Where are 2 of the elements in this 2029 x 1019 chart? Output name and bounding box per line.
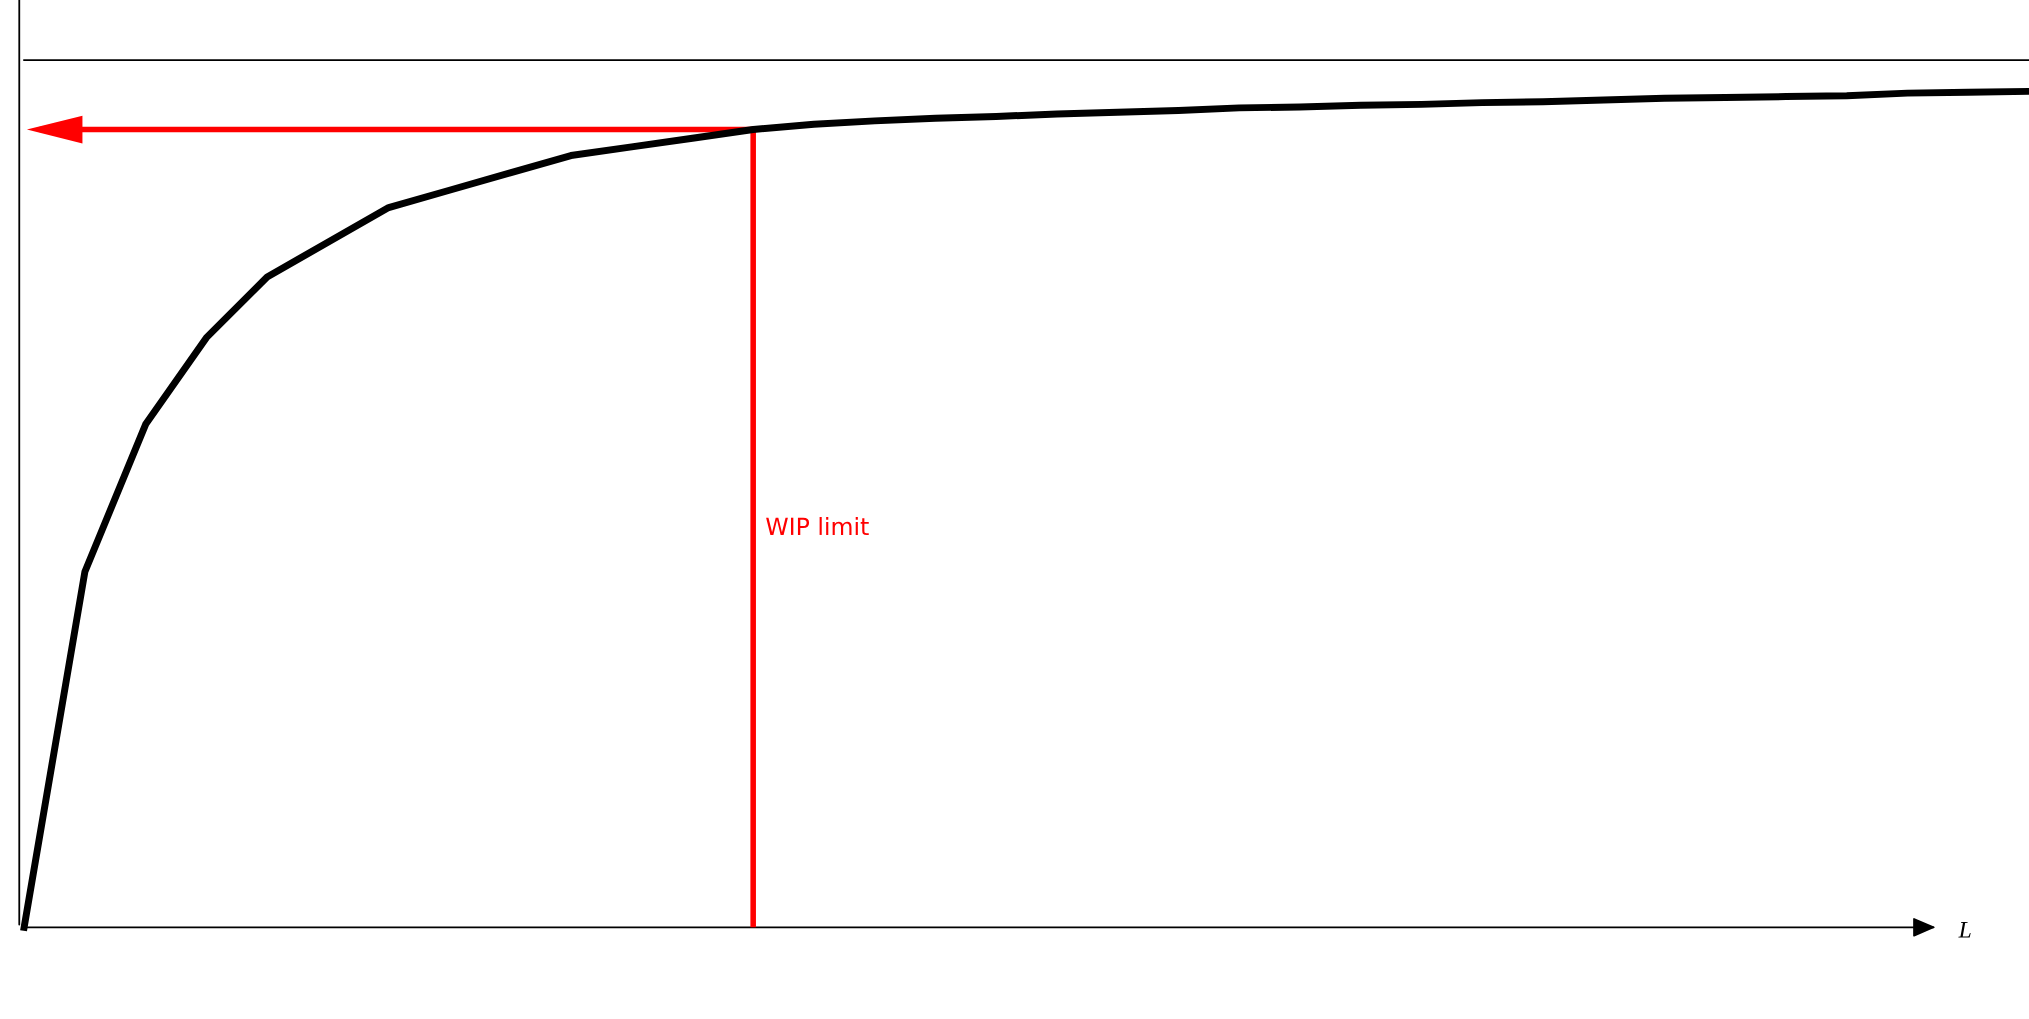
annotation: WIP limit bbox=[766, 516, 869, 535]
x-axis-title: L bbox=[1958, 922, 1971, 938]
